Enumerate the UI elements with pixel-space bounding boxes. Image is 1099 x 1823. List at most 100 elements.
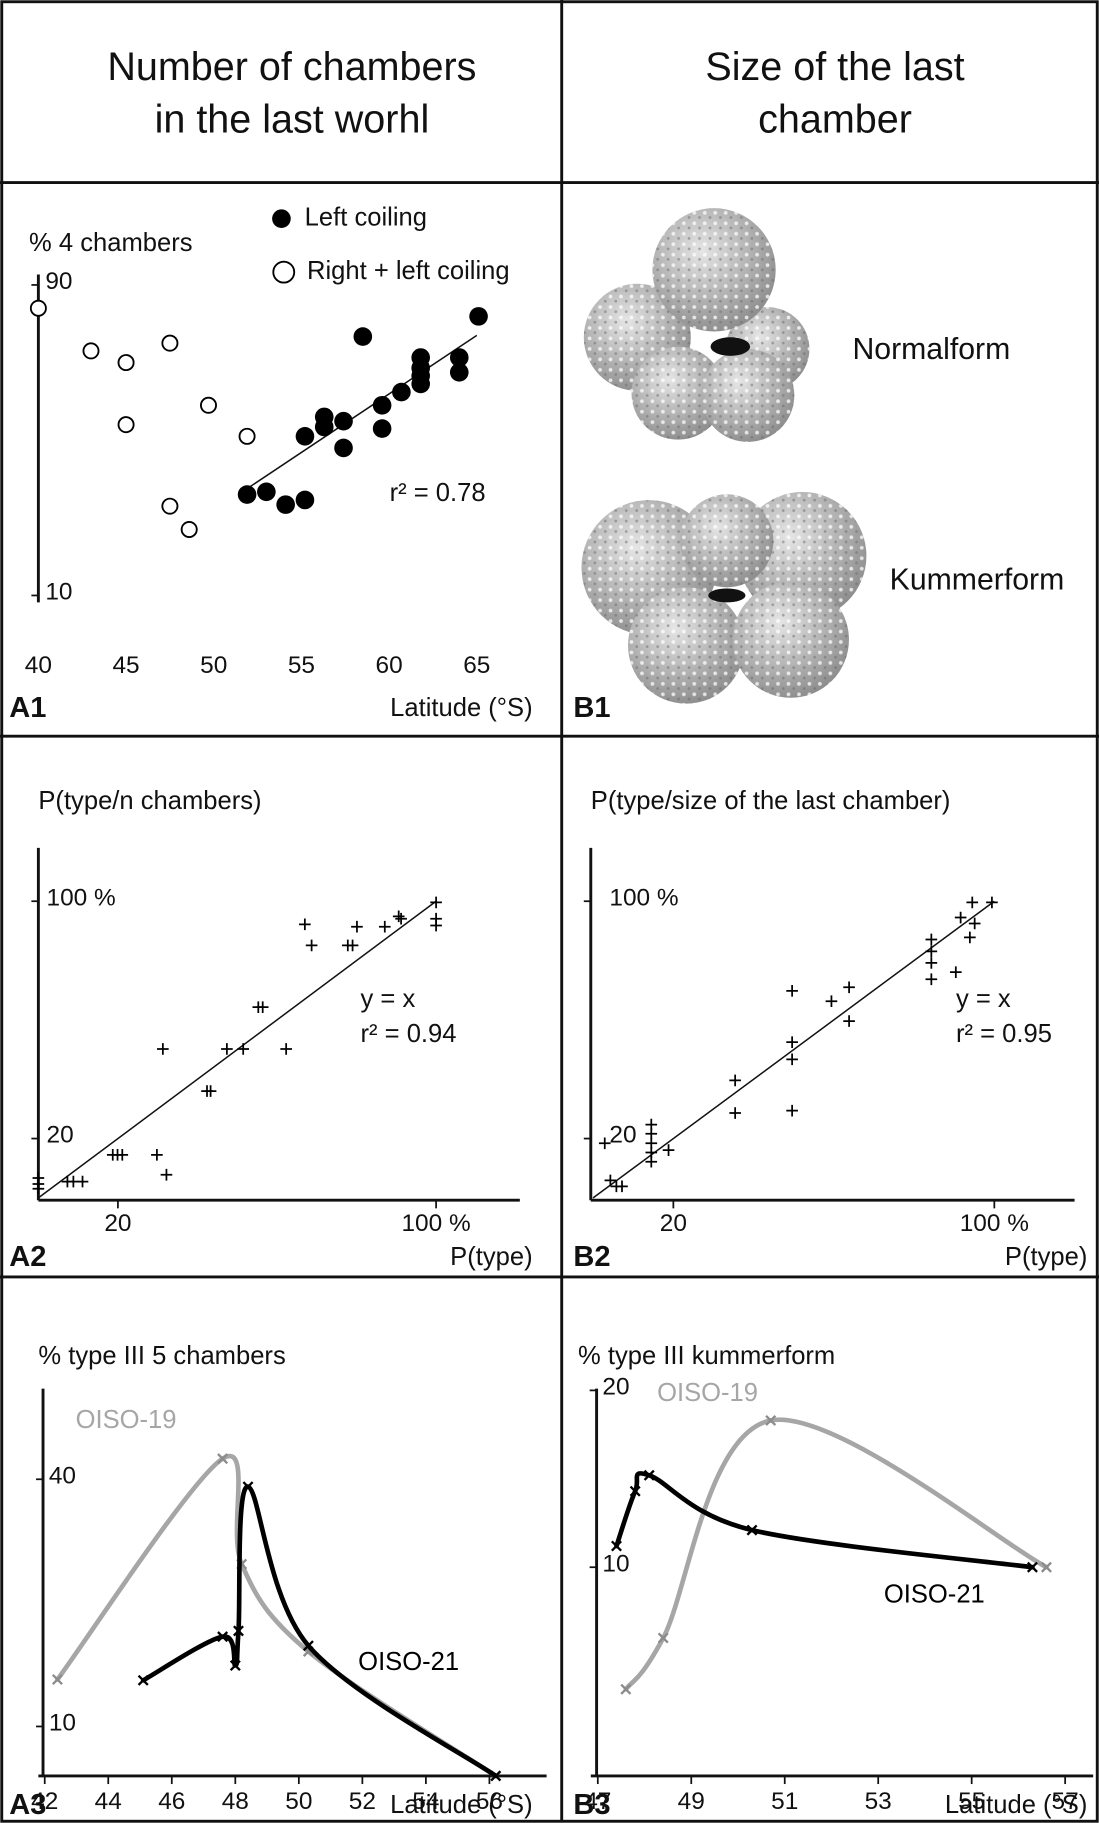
point	[117, 354, 135, 372]
kummerform-image	[581, 491, 867, 704]
line	[55, 1453, 499, 1779]
point	[378, 920, 391, 933]
point	[411, 358, 430, 378]
point	[746, 1524, 758, 1536]
point	[968, 917, 981, 930]
x-tick-label: 57	[1052, 1788, 1079, 1815]
point	[604, 1174, 617, 1187]
legend-label: Left coiling	[305, 203, 427, 231]
point	[395, 912, 407, 925]
y-tick-label: 10	[602, 1550, 629, 1577]
form-label: Normalform	[852, 333, 1010, 366]
x-tick-label: 20	[104, 1210, 131, 1237]
point	[200, 396, 217, 414]
point	[161, 334, 179, 352]
legend-label: Right + left coiling	[307, 257, 510, 285]
x-tick-label: 51	[771, 1788, 798, 1815]
x-tick-label: 65	[463, 652, 490, 679]
x-tick-label: 48	[222, 1788, 249, 1815]
y-tick-label: 90	[45, 268, 72, 295]
x-axis-title: Latitude (°S)	[390, 694, 532, 722]
point	[353, 327, 373, 346]
annotation: r² = 0.94	[361, 1020, 457, 1048]
point	[843, 981, 855, 994]
point	[116, 1149, 129, 1161]
point	[966, 896, 979, 909]
point	[786, 1036, 798, 1048]
x-tick-label: 49	[678, 1788, 705, 1815]
point	[160, 1168, 173, 1181]
point	[469, 307, 488, 326]
y-tick-label: 20	[47, 1122, 74, 1149]
point	[662, 1144, 675, 1156]
x-tick-label: 60	[376, 652, 403, 679]
series-label: OISO-21	[884, 1580, 985, 1608]
y-tick-label: 20	[609, 1122, 636, 1149]
y-tick-label: 40	[49, 1462, 76, 1489]
panel-label: B1	[573, 692, 610, 724]
y-tick-label: 100 %	[609, 884, 678, 911]
series-label: OISO-19	[657, 1379, 758, 1407]
point	[729, 1107, 741, 1119]
point	[157, 1043, 169, 1055]
point	[925, 957, 938, 969]
annotation: y = x	[956, 985, 1011, 1013]
point	[392, 382, 411, 402]
series-label: OISO-21	[358, 1648, 459, 1676]
panel-label: A1	[9, 692, 46, 724]
point	[76, 1175, 89, 1188]
point	[117, 416, 135, 434]
point	[430, 896, 442, 909]
normalform-image	[583, 208, 810, 442]
line	[140, 1484, 499, 1779]
point	[964, 931, 976, 944]
x-tick-label: 52	[349, 1788, 376, 1815]
header: Size of the last	[705, 45, 964, 89]
point	[237, 1043, 250, 1055]
point	[302, 1640, 314, 1652]
x-axis-title: P(type)	[1005, 1243, 1087, 1271]
point	[217, 1453, 229, 1465]
point	[392, 910, 405, 923]
point	[161, 497, 179, 515]
panel-label: A2	[9, 1241, 46, 1273]
point	[729, 1074, 741, 1087]
panel-label: B3	[573, 1789, 610, 1821]
y-tick-label: 10	[49, 1710, 76, 1737]
point	[217, 1631, 229, 1643]
x-tick-label: 50	[285, 1788, 312, 1815]
y-axis-title: % type III kummerform	[578, 1342, 835, 1370]
point	[449, 362, 469, 382]
x-tick-label: 53	[865, 1788, 892, 1815]
y-tick-label: 20	[602, 1374, 629, 1401]
line	[623, 1417, 1049, 1692]
point	[238, 427, 256, 445]
header: chamber	[758, 98, 912, 142]
point	[204, 1085, 217, 1097]
point	[237, 485, 257, 504]
x-tick-label: 46	[158, 1788, 185, 1815]
point	[786, 985, 798, 997]
point	[925, 945, 938, 958]
x-tick-label: 44	[95, 1788, 122, 1815]
point	[786, 1104, 798, 1117]
header: Number of chambers	[107, 45, 476, 89]
point	[32, 1182, 45, 1195]
fit-line	[592, 900, 995, 1199]
annotation: y = x	[361, 985, 416, 1013]
point	[925, 973, 938, 986]
point	[280, 1043, 292, 1055]
point	[233, 1625, 244, 1637]
point	[372, 395, 392, 415]
point	[276, 495, 295, 514]
point	[229, 1660, 241, 1671]
x-axis-title: P(type)	[450, 1243, 532, 1271]
point	[986, 896, 998, 909]
y-axis-title: % type III 5 chambers	[38, 1342, 285, 1370]
point	[629, 1485, 641, 1497]
point	[351, 920, 363, 933]
point	[954, 911, 967, 924]
